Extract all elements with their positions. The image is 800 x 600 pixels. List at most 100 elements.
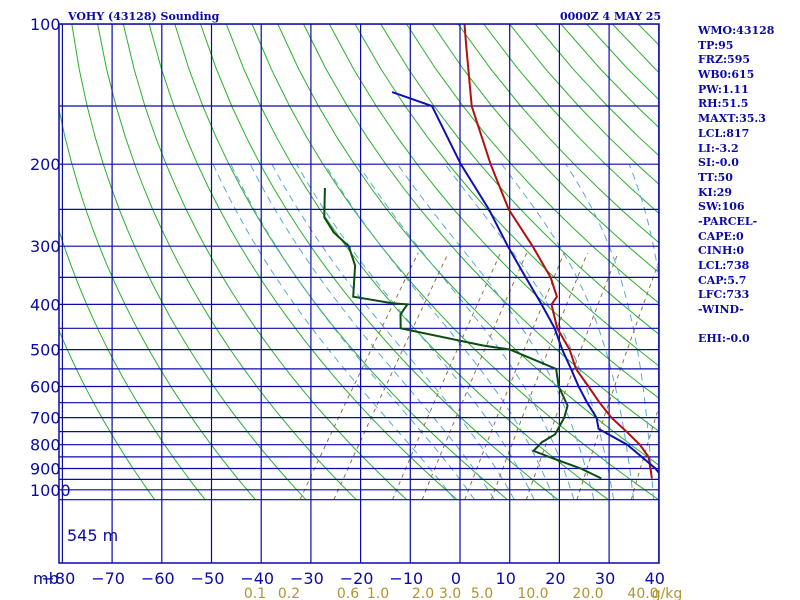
index-item: LCL:817 — [698, 126, 750, 140]
index-item: SI:-0.0 — [698, 156, 739, 170]
x-tick-label: 20 — [545, 569, 565, 588]
dry-adiabat — [97, 24, 357, 501]
moist-adiabat — [501, 163, 635, 500]
dry-adiabat — [59, 329, 156, 500]
x-tick-label: −30 — [290, 569, 324, 588]
y-tick-label: 1000 — [30, 481, 71, 500]
mixing-ratio-line — [421, 252, 528, 500]
x-tick-label: 0 — [451, 569, 461, 588]
moist-adiabat — [296, 163, 535, 500]
x-tick-label: −20 — [340, 569, 374, 588]
mixing-ratio-line — [333, 252, 449, 500]
mixing-ratio-line — [490, 252, 588, 500]
index-item: LFC:733 — [698, 288, 750, 302]
series-layer — [323, 24, 659, 480]
pressure-unit-label: mb — [33, 569, 59, 588]
index-item: WB0:615 — [698, 68, 755, 82]
index-item: WMO:43128 — [698, 24, 775, 37]
parcel-line — [391, 91, 659, 475]
mixing-ratio-line — [576, 260, 659, 500]
index-item: PW:1.11 — [698, 82, 749, 96]
mixing-ratio-label: 5.0 — [471, 586, 493, 600]
moist-adiabat — [249, 163, 495, 500]
mixing-ratio-label: 3.0 — [439, 586, 461, 600]
index-item: FRZ:595 — [698, 53, 751, 67]
mixing-ratio-label: 0.1 — [244, 586, 266, 600]
index-item: TP:95 — [698, 38, 734, 52]
x-tick-label: −40 — [240, 569, 274, 588]
x-tick-label: 10 — [496, 569, 516, 588]
dry-adiabat — [457, 24, 659, 244]
moist-adiabat — [212, 163, 456, 500]
y-tick-label: 600 — [30, 378, 61, 397]
x-tick-label: −70 — [91, 569, 125, 588]
dry-adiabat — [303, 24, 659, 433]
dry-adiabat — [59, 107, 256, 501]
dry-adiabat — [122, 24, 408, 501]
moist-adiabat — [444, 163, 615, 500]
mixing-ratio-line — [464, 252, 565, 500]
mixing-ratio-label: 40.0 — [627, 586, 658, 600]
index-item: EHI:-0.0 — [698, 332, 750, 346]
mixing-ratio-label: 2.0 — [412, 586, 434, 600]
mixing-ratio-unit: g/kg — [652, 586, 683, 600]
mixing-ratio-label: 0.2 — [278, 586, 300, 600]
dewpoint-line — [323, 187, 602, 480]
mixing-ratio-line — [630, 404, 659, 500]
x-tick-label: −60 — [141, 569, 175, 588]
dry-adiabat — [406, 24, 659, 304]
mixing-ratio-line — [525, 252, 619, 500]
x-tick-label: −10 — [389, 569, 423, 588]
y-tick-label: 900 — [30, 460, 61, 479]
moist-adiabat — [324, 163, 555, 500]
index-item: LCL:738 — [698, 259, 750, 272]
x-tick-label: −80 — [42, 569, 76, 588]
index-item: CAP:5.7 — [698, 273, 747, 287]
index-item: CINH:0 — [698, 244, 745, 258]
y-tick-label: 400 — [30, 295, 61, 314]
x-tick-label: 40 — [645, 569, 665, 588]
mixing-ratio-label: 10.0 — [517, 586, 548, 600]
plot-frame — [58, 23, 660, 564]
chart-datetime: 0000Z 4 MAY 25 — [560, 10, 661, 23]
dry-adiabat — [277, 24, 659, 466]
mixing-ratio-line — [299, 252, 419, 500]
index-item: KI:29 — [698, 185, 733, 199]
index-item: -PARCEL- — [698, 214, 758, 228]
height-label: 545 m — [67, 526, 118, 545]
y-tick-label: 200 — [30, 155, 61, 174]
index-item: MAXT:35.3 — [698, 112, 766, 126]
mixing-ratio-label: 20.0 — [572, 586, 603, 600]
index-item: CAPE:0 — [698, 229, 744, 243]
dry-adiabat — [328, 24, 659, 399]
dry-adiabat — [225, 24, 609, 501]
dry-adiabat — [431, 24, 659, 274]
y-tick-label: 300 — [30, 237, 61, 256]
index-item — [698, 318, 798, 333]
y-tick-label: 100 — [30, 15, 61, 34]
x-tick-label: 30 — [595, 569, 615, 588]
temperature-line — [463, 24, 653, 479]
moist-adiabat — [230, 163, 475, 500]
dry-adiabat — [71, 24, 307, 501]
dry-adiabat — [148, 24, 458, 501]
dry-adiabat — [251, 24, 659, 501]
mixing-ratio-line — [392, 252, 501, 500]
indices-panel: WMO:43128 TP:95 FRZ:595 WB0:615 PW:1.11 RH:51… — [698, 24, 798, 347]
y-tick-label: 500 — [30, 341, 61, 360]
y-tick-label: 800 — [30, 436, 61, 455]
dry-adiabat — [174, 24, 508, 501]
index-item: SW:106 — [698, 200, 745, 214]
dry-adiabat — [200, 24, 559, 501]
index-item: LI:-3.2 — [698, 141, 739, 155]
mixing-ratio-label: 1.0 — [367, 586, 389, 600]
moist-adiabat — [628, 164, 659, 281]
mixing-ratio-label: 0.6 — [337, 586, 359, 600]
dry-adiabat — [59, 229, 206, 501]
index-item: RH:51.5 — [698, 97, 749, 111]
chart-title: VOHY (43128) Sounding — [67, 10, 220, 23]
x-tick-label: −50 — [191, 569, 225, 588]
index-item: TT:50 — [698, 170, 733, 184]
